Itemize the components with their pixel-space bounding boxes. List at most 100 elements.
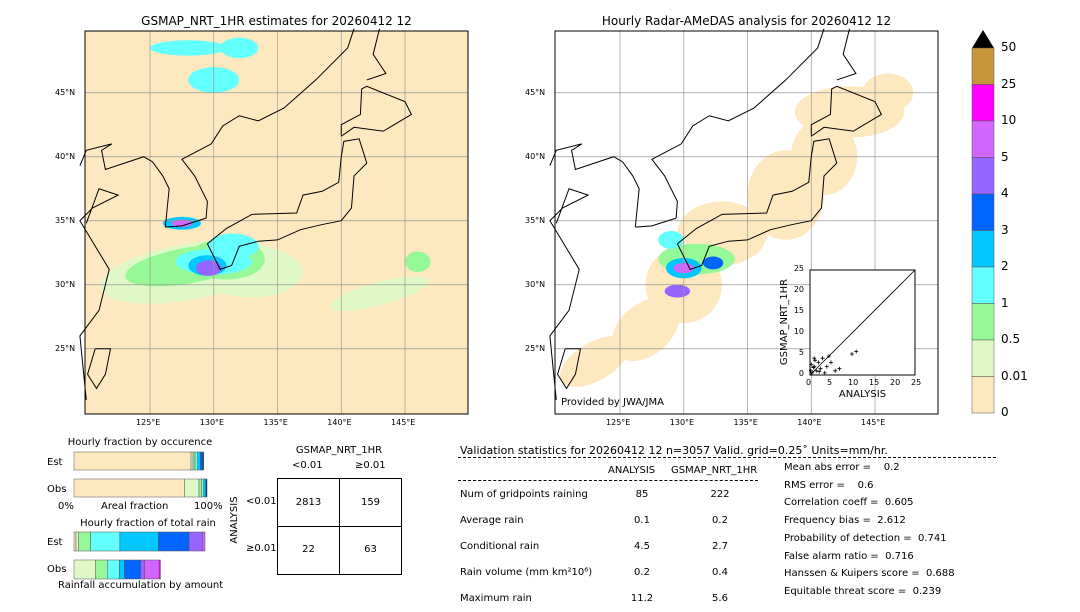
colorbar-bin	[971, 84, 995, 122]
scatter-point	[824, 364, 829, 369]
scatter-point	[812, 356, 817, 361]
scatter-point	[808, 368, 813, 373]
coastline	[549, 188, 590, 400]
coastline	[651, 28, 825, 219]
colorbar-label: 0.5	[1001, 332, 1021, 346]
colorbar-bin	[971, 230, 995, 268]
coastline	[549, 143, 640, 228]
stat-label: Average rain	[460, 515, 524, 526]
stats-col-gsmap: GSMAP_NRT_1HR	[671, 465, 758, 476]
coastline	[79, 143, 170, 228]
lon-tick-label: 140°E	[327, 418, 352, 427]
fraction-segment	[95, 559, 108, 580]
scatter-ylabel: GSMAP_NRT_1HR	[779, 278, 790, 366]
fraction-segment	[73, 559, 96, 580]
map-background	[85, 31, 468, 414]
coastline	[79, 188, 120, 400]
fraction-segment	[201, 478, 204, 498]
fraction-segment	[200, 451, 203, 471]
scatter-ytick: 10	[793, 327, 804, 336]
scatter-xtick: 15	[869, 378, 880, 387]
map-frame	[84, 30, 469, 415]
scatter-point	[813, 358, 818, 363]
left-map-title: GSMAP_NRT_1HR estimates for 20260412 12	[141, 14, 412, 28]
rain-area	[207, 233, 259, 260]
colorbar-label: 50	[1001, 40, 1017, 54]
lat-tick-label: 40°N	[55, 151, 76, 161]
scatter-point	[829, 360, 833, 365]
score-line: Equitable threat score = 0.239	[784, 585, 942, 597]
score-line: Correlation coeff = 0.605	[784, 497, 914, 509]
stats-header: Validation statistics for 20260412 12 n=…	[460, 444, 888, 457]
fraction-segment	[202, 531, 206, 552]
scatter-point	[814, 368, 819, 373]
lon-tick-label: 135°E	[733, 418, 758, 427]
fraction-segment	[140, 559, 145, 580]
coastline	[366, 28, 387, 81]
scatter-ytick: 15	[793, 306, 804, 315]
colorbar-bin	[971, 339, 995, 377]
score-line: False alarm ratio = 0.716	[784, 550, 914, 562]
scatter-xtick: 25	[911, 378, 922, 387]
rain-area	[664, 284, 691, 298]
colorbar-bin	[971, 120, 995, 158]
stat-analysis-value: 4.5	[634, 541, 650, 552]
scatter-xtick: 20	[890, 378, 901, 387]
fraction-segment	[124, 559, 141, 580]
occ-xlabel: Areal fraction	[101, 501, 169, 512]
lat-tick-label: 35°N	[525, 215, 546, 225]
contingency-table: 2813 159 22 63	[277, 478, 402, 575]
occurrence-bars	[73, 451, 208, 498]
occ-xtick-0: 0%	[58, 501, 74, 512]
fraction-segment	[73, 478, 185, 498]
scatter-ytick: 20	[793, 285, 804, 294]
colorbar-label: 25	[1001, 76, 1017, 91]
colorbar-label: 2	[1001, 259, 1009, 273]
lat-tick-label: 30°N	[525, 279, 546, 289]
lat-tick-label: 25°N	[525, 343, 546, 353]
lon-tick-label: 125°E	[606, 418, 631, 427]
col-header-0: <0.01	[292, 460, 323, 471]
rain-area	[171, 219, 193, 228]
colorbar-extend-arrow	[972, 30, 994, 48]
stat-label: Rain volume (mm km²10⁶)	[460, 567, 593, 578]
stat-label: Conditional rain	[460, 541, 540, 552]
rain-bars	[73, 531, 206, 580]
right-map-title: Hourly Radar-AMeDAS analysis for 2026041…	[601, 14, 892, 28]
lat-tick-label: 40°N	[525, 151, 546, 161]
rain-area	[658, 230, 684, 249]
coastline	[340, 85, 413, 137]
contingency-title: GSMAP_NRT_1HR	[295, 445, 383, 456]
fraction-segment	[78, 531, 91, 552]
divider	[458, 457, 996, 458]
fraction-segment	[197, 451, 201, 471]
scatter-ytick: 5	[798, 348, 804, 357]
credit-text: Provided by JWA/JMA	[561, 397, 664, 408]
stat-label: Num of gridpoints raining	[460, 489, 588, 500]
scatter-point	[833, 368, 838, 373]
lon-tick-label: 140°E	[797, 418, 822, 427]
lon-tick-label: 145°E	[391, 418, 416, 427]
lon-tick-label: 130°E	[199, 418, 225, 427]
rain-area	[405, 251, 431, 272]
coastline	[206, 138, 368, 270]
scatter-point	[822, 370, 827, 375]
rain-xlabel: Rainfall accumulation by amount	[58, 580, 224, 591]
colorbar-bin	[971, 376, 995, 414]
obs-label: Obs	[47, 484, 67, 495]
fraction-segment	[144, 559, 160, 580]
scatter-point	[837, 366, 842, 371]
colorbar-bin	[971, 157, 995, 195]
row-header-1: ≥0.01	[246, 543, 277, 554]
fraction-segment	[190, 451, 194, 471]
scatter-ytick: 25	[793, 264, 804, 273]
cell: 22	[302, 544, 315, 555]
stat-analysis-value: 11.2	[630, 593, 654, 604]
cell: 63	[364, 544, 377, 555]
row-header-0: <0.01	[246, 496, 277, 507]
colorbar-bin	[971, 193, 995, 231]
lon-tick-label: 130°E	[669, 418, 695, 427]
lat-tick-label: 45°N	[525, 87, 546, 97]
fraction-segment	[73, 451, 192, 471]
